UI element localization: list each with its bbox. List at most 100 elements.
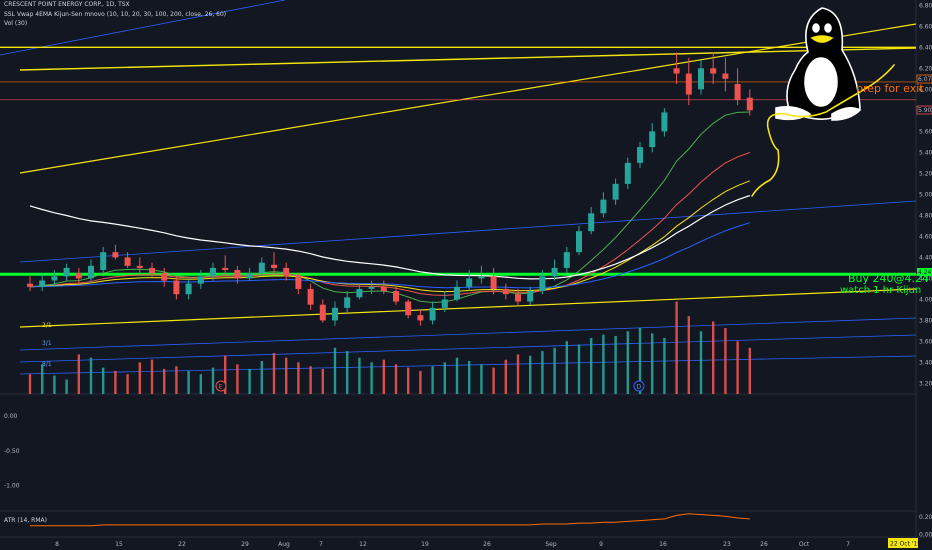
volume-bar <box>541 351 544 394</box>
candle-body <box>100 252 107 271</box>
volume-bar <box>297 362 300 394</box>
volume-bar <box>663 337 666 394</box>
time-axis-tick-label: Sep <box>545 541 557 548</box>
candle-body <box>380 286 387 292</box>
annotation-watch: watch 1 hr Kijun <box>840 285 921 296</box>
price-axis-tick-label: 6.00 <box>919 86 932 93</box>
volume-bar <box>394 364 398 394</box>
sma-200-line <box>29 194 750 280</box>
time-axis: 8152229Aug7121926Sep9162326Oct721 <box>55 541 908 548</box>
trend-line-blue <box>0 0 286 56</box>
volume-bar <box>455 357 459 394</box>
price-badge-6-07: 6.07 <box>916 74 932 84</box>
candle-body <box>210 267 216 277</box>
ema-20-line <box>29 152 750 296</box>
candle-body <box>722 73 729 79</box>
candle-body <box>563 252 570 268</box>
volume-bar <box>712 321 715 394</box>
kijun-line <box>29 222 750 289</box>
volume-bar <box>553 347 556 394</box>
candle-body <box>698 68 704 90</box>
trend-line-blue-low1 <box>19 317 917 351</box>
candle-body <box>258 262 265 274</box>
atr-tick-label: 0.00 <box>919 531 932 538</box>
dividend-marker-label: D <box>637 384 642 391</box>
price-axis-tick-label: 4.60 <box>919 233 932 240</box>
earnings-marker-label: E <box>219 384 223 391</box>
price-axis-tick-label: 3.60 <box>919 338 932 345</box>
trend-line-blue-low2 <box>19 334 917 363</box>
atr-pane: 0.20 0.00 <box>30 513 932 538</box>
time-axis-tick-label: 23 <box>723 541 731 548</box>
price-axis-tick-label: 4.00 <box>919 296 932 303</box>
candle-body <box>734 84 741 100</box>
candle-body <box>393 291 399 302</box>
date-badge: 22 Oct '19 <box>888 538 921 548</box>
volume-bar <box>126 374 129 394</box>
volume-bar <box>260 361 263 394</box>
volume-bar <box>443 362 446 394</box>
candle-body <box>624 162 631 184</box>
candles-layer <box>27 52 753 326</box>
candle-body <box>685 73 692 95</box>
atr-line <box>30 513 750 527</box>
oscillator-tick-label: -1.00 <box>4 483 20 490</box>
volume-bar <box>626 331 629 394</box>
time-axis-tick-label: 29 <box>241 541 249 548</box>
candle-body <box>441 299 448 308</box>
volume-bar <box>272 353 276 394</box>
candle-body <box>271 264 277 268</box>
price-axis-tick-label: 4.20 <box>919 275 932 282</box>
volume-legend[interactable]: Vol (30) <box>4 20 28 27</box>
trend-line-yellow-channel <box>19 23 917 174</box>
volume-bar <box>163 368 166 394</box>
volume-bar <box>224 355 227 394</box>
volume-bar <box>687 316 690 394</box>
candle-body <box>307 288 314 305</box>
price-badge-text: 5.90 <box>918 107 932 114</box>
time-axis-tick-label: 9 <box>599 541 603 548</box>
time-axis-tick-label: Oct <box>799 541 810 548</box>
candle-body <box>649 131 656 148</box>
earnings-marker[interactable]: E <box>215 380 227 392</box>
volume-bar <box>529 355 532 394</box>
candle-body <box>673 68 680 74</box>
price-badge-5-90: 5.90 <box>916 105 932 115</box>
price-axis-tick-label: 3.80 <box>919 317 932 324</box>
volume-bar <box>382 359 385 394</box>
candle-body <box>637 147 643 163</box>
volume-bar <box>431 366 434 394</box>
volume-bar <box>248 368 251 394</box>
volume-bar <box>114 370 117 394</box>
candle-body <box>368 286 375 289</box>
time-axis-tick-label: 7 <box>846 541 850 548</box>
time-axis-tick-label: 26 <box>483 541 491 548</box>
candle-body <box>63 267 70 277</box>
volume-bar <box>321 368 324 394</box>
symbol-title[interactable]: CRESCENT POINT ENERGY CORP., 1D, TSX <box>4 1 130 8</box>
volume-bar <box>468 361 471 394</box>
volume-bar <box>53 375 56 394</box>
candle-body <box>417 315 424 321</box>
indicator-legend[interactable]: SSL Vwap 4EMA Kijun-Sen mnovo (10, 10, 2… <box>4 11 227 18</box>
volume-bar <box>102 367 105 394</box>
candle-body <box>527 291 534 302</box>
candle-body <box>746 97 753 111</box>
volume-bar <box>736 341 739 394</box>
volume-bar <box>309 366 312 394</box>
volume-bar <box>346 351 349 394</box>
volume-bar <box>419 370 422 394</box>
volume-bar <box>724 328 727 394</box>
price-axis-tick-label: 6.60 <box>919 23 932 30</box>
dividend-marker[interactable]: D <box>633 380 645 392</box>
candle-body <box>197 276 204 284</box>
candle-body <box>405 301 412 316</box>
volume-bar <box>480 364 483 394</box>
volume-bar <box>748 347 751 394</box>
price-axis-tick-label: 3.20 <box>919 380 932 387</box>
candle-body <box>88 265 94 279</box>
volume-bar <box>651 333 654 394</box>
candle-body <box>51 276 58 281</box>
candle-body <box>539 276 546 292</box>
volume-bar <box>199 374 202 394</box>
